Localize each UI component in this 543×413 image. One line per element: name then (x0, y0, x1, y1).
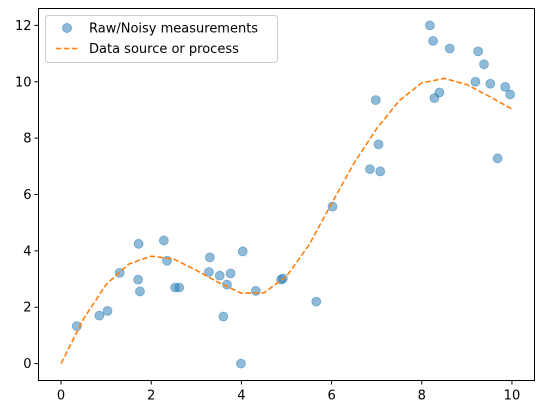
data-point (424, 20, 435, 31)
data-point (204, 252, 215, 263)
x-tick-label: 2 (147, 389, 155, 404)
data-point (428, 36, 438, 46)
data-point (473, 46, 484, 57)
y-tick-label: 8 (23, 132, 31, 147)
data-point (444, 43, 455, 54)
data-point (365, 164, 375, 175)
y-tick-label: 12 (15, 19, 32, 34)
legend-box (45, 15, 278, 63)
data-point (222, 279, 232, 290)
x-axis: 0 2 4 6 8 10 (57, 380, 521, 404)
data-point (470, 76, 481, 87)
y-tick-label: 10 (15, 75, 32, 90)
data-point (174, 282, 185, 293)
data-point (133, 274, 144, 285)
data-point (214, 270, 225, 281)
data-point (434, 87, 445, 98)
data-point (236, 358, 246, 369)
x-tick-label: 6 (327, 389, 335, 404)
legend: Raw/Noisy measurements Data source or pr… (45, 15, 278, 63)
data-point (204, 267, 214, 277)
data-point (237, 246, 248, 257)
data-point (492, 153, 503, 164)
y-axis: 0 2 4 6 8 10 12 (15, 19, 39, 372)
data-point (133, 238, 144, 249)
data-point (373, 139, 384, 150)
x-tick-label: 10 (504, 389, 521, 404)
data-point (311, 296, 322, 307)
data-point (479, 59, 489, 70)
axes-frame (38, 8, 535, 381)
legend-label-line: Data source or process (89, 42, 239, 57)
data-point (135, 286, 145, 297)
data-point (158, 235, 169, 246)
data-point (225, 268, 236, 279)
data-point (370, 95, 381, 105)
data-point (485, 78, 496, 89)
legend-marker-scatter (62, 23, 72, 33)
data-point (375, 166, 386, 177)
x-tick-label: 8 (418, 389, 426, 404)
legend-label-scatter: Raw/Noisy measurements (89, 22, 258, 37)
data-point (500, 81, 511, 92)
y-tick-label: 6 (23, 188, 31, 203)
data-point (505, 89, 516, 100)
data-point (94, 310, 105, 321)
data-point (102, 305, 113, 316)
x-tick-label: 0 (57, 389, 65, 404)
data-point (218, 311, 229, 322)
y-tick-label: 2 (23, 301, 31, 316)
y-tick-label: 0 (23, 357, 31, 372)
y-tick-label: 4 (23, 244, 31, 259)
series-line (60, 77, 513, 364)
plot-area (60, 20, 516, 369)
x-tick-label: 4 (237, 389, 245, 404)
data-point (250, 285, 261, 296)
